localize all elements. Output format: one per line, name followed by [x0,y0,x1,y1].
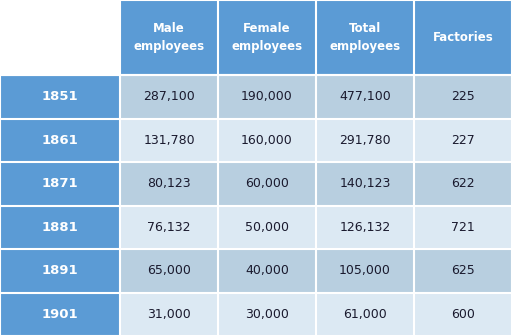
Text: 600: 600 [451,308,475,321]
Bar [414,249,512,293]
Text: Male
employees: Male employees [134,22,205,53]
Bar [414,206,512,249]
Text: 625: 625 [451,264,475,277]
Bar [120,206,218,249]
Text: 160,000: 160,000 [241,134,293,147]
Bar [0,75,120,119]
Bar [218,206,316,249]
Bar [0,293,120,336]
Text: 40,000: 40,000 [245,264,289,277]
Bar [414,0,512,75]
Bar [218,162,316,206]
Text: 1901: 1901 [41,308,78,321]
Text: 477,100: 477,100 [339,90,391,103]
Bar [316,119,414,162]
Bar [218,293,316,336]
Bar [316,206,414,249]
Text: Total
employees: Total employees [329,22,400,53]
Bar [414,75,512,119]
Text: 227: 227 [451,134,475,147]
Bar [120,293,218,336]
Text: 80,123: 80,123 [147,177,191,190]
Bar [120,119,218,162]
Text: 31,000: 31,000 [147,308,191,321]
Text: 60,000: 60,000 [245,177,289,190]
Bar [0,119,120,162]
Text: Factories: Factories [433,31,494,44]
Text: Female
employees: Female employees [231,22,303,53]
Text: 1871: 1871 [41,177,78,190]
Text: 291,780: 291,780 [339,134,391,147]
Bar [414,293,512,336]
Text: 30,000: 30,000 [245,308,289,321]
Text: 140,123: 140,123 [339,177,391,190]
Text: 50,000: 50,000 [245,221,289,234]
Bar [316,249,414,293]
Bar [218,249,316,293]
Text: 225: 225 [451,90,475,103]
Bar [316,293,414,336]
Bar [120,162,218,206]
Bar [0,206,120,249]
Bar [316,75,414,119]
Bar [120,0,218,75]
Text: 721: 721 [451,221,475,234]
Bar [218,75,316,119]
Text: 287,100: 287,100 [143,90,195,103]
Text: 61,000: 61,000 [343,308,387,321]
Bar [120,249,218,293]
Text: 105,000: 105,000 [339,264,391,277]
Text: 131,780: 131,780 [143,134,195,147]
Bar [218,0,316,75]
Bar [414,162,512,206]
Text: 76,132: 76,132 [147,221,191,234]
Bar [120,75,218,119]
Text: 65,000: 65,000 [147,264,191,277]
Bar [316,162,414,206]
Bar [0,249,120,293]
Bar [316,0,414,75]
Text: 1881: 1881 [41,221,78,234]
Text: 1891: 1891 [41,264,78,277]
Text: 126,132: 126,132 [339,221,391,234]
Text: 1851: 1851 [41,90,78,103]
Bar [0,162,120,206]
Bar [414,119,512,162]
Text: 622: 622 [451,177,475,190]
Text: 190,000: 190,000 [241,90,293,103]
Text: 1861: 1861 [41,134,78,147]
Bar [218,119,316,162]
